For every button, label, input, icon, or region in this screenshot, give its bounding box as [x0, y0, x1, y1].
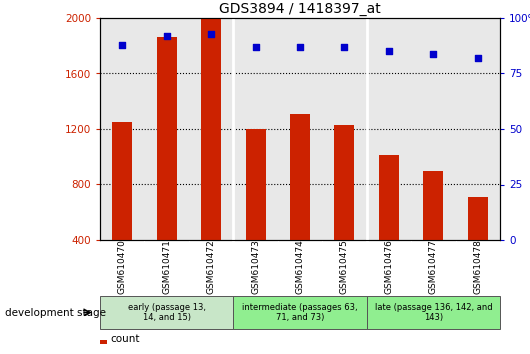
Bar [112, 122, 132, 240]
Text: late (passage 136, 142, and
143): late (passage 136, 142, and 143) [375, 303, 492, 322]
Text: early (passage 13,
14, and 15): early (passage 13, 14, and 15) [128, 303, 206, 322]
Text: GSM610474: GSM610474 [296, 239, 305, 294]
Point [473, 55, 482, 61]
Bar [245, 129, 266, 240]
Bar [290, 114, 310, 240]
Point [429, 51, 438, 56]
Text: intermediate (passages 63,
71, and 73): intermediate (passages 63, 71, and 73) [242, 303, 358, 322]
Bar [379, 155, 399, 240]
Text: GSM610476: GSM610476 [384, 239, 393, 294]
Text: GSM610471: GSM610471 [162, 239, 171, 294]
Point [207, 31, 215, 36]
Point [385, 48, 393, 54]
Point [296, 44, 304, 50]
Point [162, 33, 171, 39]
Bar [157, 38, 176, 240]
Text: GSM610472: GSM610472 [207, 239, 216, 294]
Text: GSM610470: GSM610470 [118, 239, 127, 294]
Text: count: count [111, 334, 140, 344]
Text: development stage: development stage [5, 308, 107, 318]
Bar [201, 18, 221, 240]
Bar [334, 125, 355, 240]
FancyBboxPatch shape [367, 296, 500, 329]
Text: GSM610477: GSM610477 [429, 239, 438, 294]
Bar [100, 340, 107, 344]
Text: GSM610475: GSM610475 [340, 239, 349, 294]
Text: GSM610478: GSM610478 [473, 239, 482, 294]
Bar [423, 171, 443, 240]
Title: GDS3894 / 1418397_at: GDS3894 / 1418397_at [219, 1, 381, 16]
Text: GSM610473: GSM610473 [251, 239, 260, 294]
FancyBboxPatch shape [233, 296, 367, 329]
Point [118, 42, 127, 47]
Bar [468, 197, 488, 240]
Point [251, 44, 260, 50]
FancyBboxPatch shape [100, 296, 233, 329]
Point [340, 44, 349, 50]
